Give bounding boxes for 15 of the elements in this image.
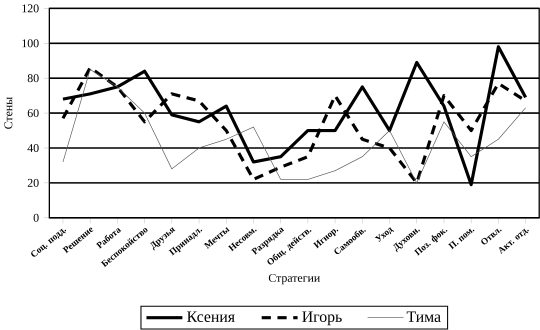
y-tick-label: 0 bbox=[34, 214, 39, 222]
y-tick-label: 20 bbox=[28, 179, 39, 188]
x-tick-label: Уход bbox=[374, 227, 394, 242]
legend-label: Тима bbox=[406, 312, 441, 322]
x-axis-title: Стратегии bbox=[268, 274, 320, 285]
x-tick-label: П. пом. bbox=[448, 228, 474, 250]
legend-label: Игорь bbox=[302, 312, 342, 326]
y-axis-title: Стены bbox=[4, 97, 12, 130]
y-tick-label: 40 bbox=[27, 144, 39, 152]
y-tick-label: 60 bbox=[28, 109, 39, 118]
line-series bbox=[61, 45, 528, 186]
legend-label: Ксения bbox=[187, 312, 235, 322]
y-tick-label: 100 bbox=[22, 39, 39, 48]
y-tick-label: 120 bbox=[22, 4, 39, 13]
y-tick-label: 80 bbox=[28, 74, 39, 82]
